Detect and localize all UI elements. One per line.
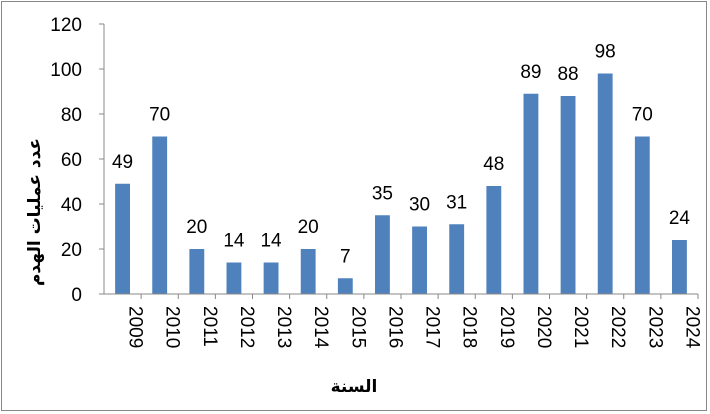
x-tick-label: 2011 [199, 306, 220, 347]
x-tick-label: 2014 [310, 306, 331, 349]
bars [115, 73, 687, 294]
data-label: 24 [669, 208, 691, 229]
x-tick-label: 2017 [422, 306, 443, 348]
x-tick-label: 2015 [347, 306, 368, 348]
y-axis-ticks: 0 20 40 60 80 100 120 [50, 15, 104, 306]
x-tick-label: 2021 [570, 306, 591, 348]
data-label: 30 [409, 195, 430, 216]
x-tick-label: 2020 [533, 306, 554, 348]
x-tick-label: 2018 [459, 306, 480, 348]
bar [263, 262, 279, 294]
bar [115, 183, 130, 294]
x-axis-title: السنة [331, 377, 378, 397]
data-label: 14 [223, 231, 245, 252]
data-label: 48 [483, 154, 504, 175]
bar [189, 249, 205, 294]
x-axis-ticks: 2009 2010 2011 2012 2013 2014 2015 2016 2017 2018… [125, 294, 702, 349]
data-label: 88 [557, 64, 578, 85]
data-label: 20 [298, 217, 319, 238]
bar [597, 73, 613, 294]
data-label: 70 [149, 105, 170, 126]
x-tick-label: 2012 [236, 306, 257, 348]
bar [672, 240, 687, 294]
data-label: 7 [340, 246, 351, 267]
y-tick-label: 60 [61, 150, 82, 171]
bar [449, 224, 465, 294]
bar [634, 136, 650, 294]
data-label: 89 [520, 62, 541, 83]
bar [300, 249, 316, 294]
data-label: 31 [446, 192, 467, 213]
x-tick-label: 2009 [125, 306, 146, 348]
bar [523, 93, 539, 294]
y-tick-label: 100 [50, 60, 82, 81]
data-label: 70 [632, 105, 653, 126]
data-label: 14 [260, 231, 282, 252]
bar [486, 186, 502, 294]
bar [560, 96, 576, 294]
bar [226, 262, 242, 294]
y-tick-label: 0 [71, 285, 82, 306]
data-label: 35 [372, 183, 393, 204]
data-label: 49 [112, 152, 133, 173]
y-tick-label: 40 [61, 195, 82, 216]
y-axis-title: عدد عمليات الهدم [25, 138, 45, 286]
bar [337, 278, 353, 294]
x-tick-label: 2010 [162, 306, 183, 348]
y-tick-label: 80 [61, 105, 82, 126]
y-tick-label: 120 [50, 15, 82, 36]
data-label: 20 [186, 217, 207, 238]
x-tick-label: 2013 [273, 306, 294, 348]
y-tick-label: 20 [61, 240, 82, 261]
bar [375, 215, 390, 294]
x-tick-label: 2022 [607, 306, 628, 348]
x-tick-label: 2024 [681, 306, 702, 349]
x-tick-label: 2016 [384, 306, 405, 348]
x-tick-label: 2023 [644, 306, 665, 348]
data-label: 98 [595, 42, 616, 63]
bar [412, 226, 427, 294]
x-tick-label: 2019 [496, 306, 517, 348]
bar [152, 136, 168, 294]
data-labels: 49 70 20 14 14 20 7 35 30 31 48 89 88 98 70 24 [112, 42, 690, 268]
